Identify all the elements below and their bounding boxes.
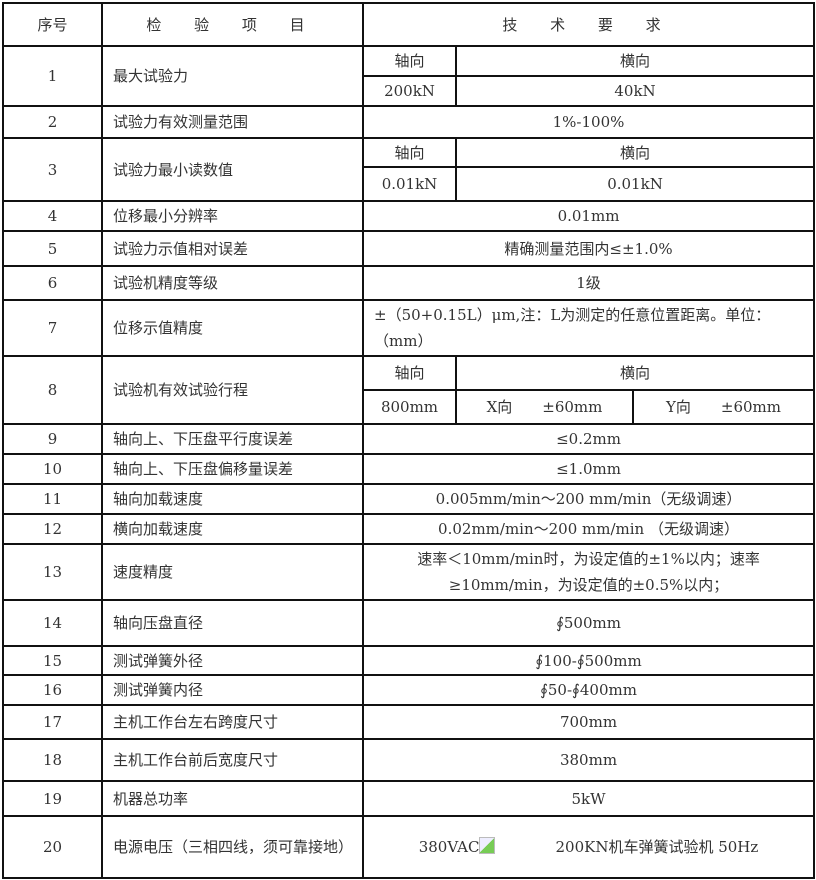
- table-row: 17 主机工作台左右跨度尺寸 700mm: [2, 704, 816, 740]
- table-row: 3 试验力最小读数值 轴向 横向: [2, 137, 816, 202]
- row-item: 试验力示值相对误差: [101, 230, 364, 267]
- row-no: 3: [2, 137, 103, 202]
- row-no: 11: [2, 483, 103, 515]
- row-value: ∮100-∮500mm: [361, 645, 816, 676]
- axial-label: 轴向: [362, 355, 457, 391]
- table-row: 7 位移示值精度 ±（50+0.15L）μm,注：L为测定的任意位置距离。单位：…: [2, 299, 816, 357]
- row-no: 4: [2, 200, 103, 232]
- row-item: 位移示值精度: [101, 299, 364, 357]
- table-row: 18 主机工作台前后宽度尺寸 380mm: [2, 738, 816, 782]
- row-no: 16: [2, 674, 103, 706]
- row-item: 主机工作台前后宽度尺寸: [101, 738, 364, 782]
- row-no: 19: [2, 780, 103, 817]
- table-row: 9 轴向上、下压盘平行度误差 ≤0.2mm: [2, 423, 816, 455]
- table-row: 20 电源电压（三相四线，须可靠接地） 380VAC 200KN机车弹簧试验机 5…: [2, 815, 816, 879]
- lateral-value: 40kN: [454, 75, 816, 107]
- row-value: ±（50+0.15L）μm,注：L为测定的任意位置距离。单位：（mm）: [361, 299, 816, 357]
- row-item: 试验机精度等级: [101, 265, 364, 301]
- row-value: ∮500mm: [361, 599, 816, 647]
- lateral-value: 0.01kN: [454, 166, 816, 202]
- row-value: 0.01mm: [361, 200, 816, 232]
- row-no: 9: [2, 423, 103, 455]
- row-no: 10: [2, 453, 103, 485]
- row-value: ≤0.2mm: [361, 423, 816, 455]
- table-row: 8 试验机有效试验行程 轴向 横向: [2, 355, 816, 425]
- row-value: 5kW: [361, 780, 816, 817]
- table-row: 19 机器总功率 5kW: [2, 780, 816, 817]
- lateral-label: 横向: [454, 45, 816, 77]
- row-item: 主机工作台左右跨度尺寸: [101, 704, 364, 740]
- axial-value: 200kN: [362, 75, 457, 107]
- row-item: 试验力最小读数值: [101, 137, 364, 202]
- row-value: 0.02mm/min～200 mm/min （无级调速）: [361, 513, 816, 545]
- row-item: 最大试验力: [101, 45, 364, 107]
- row-no: 2: [2, 105, 103, 139]
- table-row: 1 最大试验力 轴向 横向: [2, 45, 816, 107]
- table-row: 12 横向加载速度 0.02mm/min～200 mm/min （无级调速）: [2, 513, 816, 545]
- row-item: 测试弹簧外径: [101, 645, 364, 676]
- x-value: X向 ±60mm: [455, 389, 634, 425]
- image-alt-text: 200KN机车弹簧试验机 50Hz: [555, 838, 759, 856]
- row-item: 机器总功率: [101, 780, 364, 817]
- table-row: 6 试验机精度等级 1级: [2, 265, 816, 301]
- row-no: 15: [2, 645, 103, 676]
- row-no: 7: [2, 299, 103, 357]
- row-item: 轴向加载速度: [101, 483, 364, 515]
- lateral-label: 横向: [454, 355, 816, 391]
- table-row: 10 轴向上、下压盘偏移量误差 ≤1.0mm: [2, 453, 816, 485]
- row-value: 380VAC 200KN机车弹簧试验机 50Hz: [361, 815, 816, 879]
- row-no: 18: [2, 738, 103, 782]
- table-row: 4 位移最小分辨率 0.01mm: [2, 200, 816, 232]
- table-row: 13 速度精度 速率＜10mm/min时，为设定值的±1%以内；速率≥10mm/…: [2, 543, 816, 601]
- row-value: 精确测量范围内≤±1.0%: [361, 230, 816, 267]
- y-value: Y向 ±60mm: [631, 389, 816, 425]
- row-no: 13: [2, 543, 103, 601]
- lateral-label: 横向: [454, 137, 816, 168]
- row-item: 轴向上、下压盘平行度误差: [101, 423, 364, 455]
- row-value: ≤1.0mm: [361, 453, 816, 485]
- row-item: 横向加载速度: [101, 513, 364, 545]
- header-item: 检 验 项 目: [101, 2, 364, 47]
- row-item: 试验力有效测量范围: [101, 105, 364, 139]
- row-value: 速率＜10mm/min时，为设定值的±1%以内；速率≥10mm/min，为设定值…: [361, 543, 816, 601]
- axial-value: 0.01kN: [362, 166, 457, 202]
- row-item: 轴向压盘直径: [101, 599, 364, 647]
- table-row: 11 轴向加载速度 0.005mm/min～200 mm/min（无级调速）: [2, 483, 816, 515]
- table-row: 16 测试弹簧内径 ∮50-∮400mm: [2, 674, 816, 706]
- row-item: 电源电压（三相四线，须可靠接地）: [101, 815, 364, 879]
- row-value: 1%-100%: [361, 105, 816, 139]
- row-no: 6: [2, 265, 103, 301]
- row-no: 8: [2, 355, 103, 425]
- row-no: 20: [2, 815, 103, 879]
- row-no: 1: [2, 45, 103, 107]
- row-item: 位移最小分辨率: [101, 200, 364, 232]
- broken-image-icon: [479, 837, 496, 854]
- row-item: 速度精度: [101, 543, 364, 601]
- row-value: 380mm: [361, 738, 816, 782]
- table-row: 5 试验力示值相对误差 精确测量范围内≤±1.0%: [2, 230, 816, 267]
- row-item: 试验机有效试验行程: [101, 355, 364, 425]
- axial-value: 800mm: [362, 389, 457, 425]
- row-value: 1级: [361, 265, 816, 301]
- row-no: 14: [2, 599, 103, 647]
- table-row: 14 轴向压盘直径 ∮500mm: [2, 599, 816, 647]
- table-row: 2 试验力有效测量范围 1%-100%: [2, 105, 816, 139]
- row-item: 测试弹簧内径: [101, 674, 364, 706]
- row-no: 12: [2, 513, 103, 545]
- row-no: 17: [2, 704, 103, 740]
- table-row: 15 测试弹簧外径 ∮100-∮500mm: [2, 645, 816, 676]
- header-row: 序号 检 验 项 目 技 术 要 求: [2, 2, 816, 47]
- row-no: 5: [2, 230, 103, 267]
- voltage-value: 380VAC: [418, 838, 480, 856]
- header-requirement: 技 术 要 求: [361, 2, 816, 47]
- row-value: ∮50-∮400mm: [361, 674, 816, 706]
- row-value: 0.005mm/min～200 mm/min（无级调速）: [361, 483, 816, 515]
- row-item: 轴向上、下压盘偏移量误差: [101, 453, 364, 485]
- row-value: 700mm: [361, 704, 816, 740]
- header-no: 序号: [2, 2, 103, 47]
- axial-label: 轴向: [362, 137, 457, 168]
- axial-label: 轴向: [362, 45, 457, 77]
